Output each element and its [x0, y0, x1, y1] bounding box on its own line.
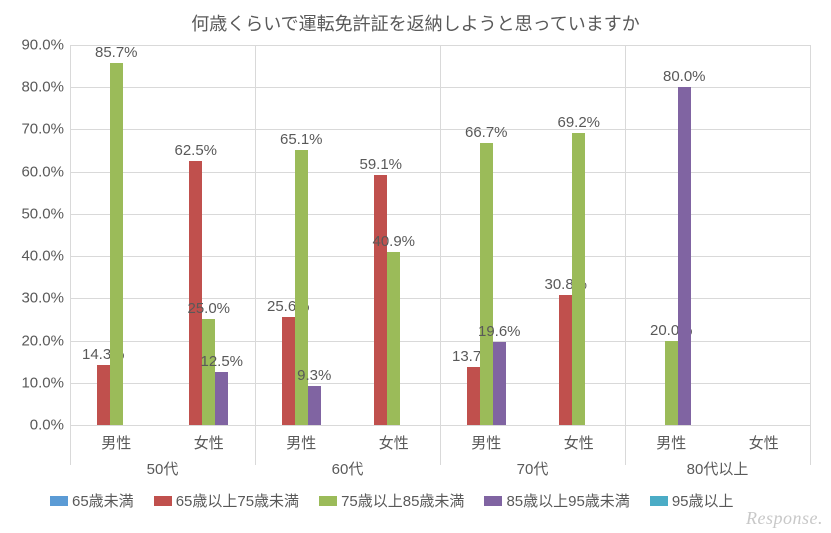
- bar-value-label: 80.0%: [663, 68, 706, 85]
- legend-swatch: [50, 496, 68, 506]
- y-tick-label: 40.0%: [21, 248, 64, 265]
- legend-item: 85歳以上95歳未満: [484, 490, 629, 511]
- category-divider: [440, 45, 441, 465]
- bar-value-label: 12.5%: [200, 353, 243, 370]
- legend-item: 75歳以上85歳未満: [319, 490, 464, 511]
- legend-swatch: [484, 496, 502, 506]
- legend-swatch: [319, 496, 337, 506]
- bar-group: [718, 45, 811, 425]
- bar-group: 20.0%80.0%: [625, 45, 718, 425]
- y-tick-label: 90.0%: [21, 37, 64, 54]
- bar-group: 59.1%40.9%: [348, 45, 441, 425]
- y-axis: 0.0%10.0%20.0%30.0%40.0%50.0%60.0%70.0%8…: [0, 45, 70, 425]
- x-sub-label: 女性: [533, 432, 626, 453]
- bar: 19.6%: [493, 342, 506, 425]
- x-major-label: 80代以上: [625, 458, 810, 479]
- bar-cluster: 13.7%66.7%19.6%: [454, 45, 519, 425]
- x-sub-label: 女性: [348, 432, 441, 453]
- x-major-label: 70代: [440, 458, 625, 479]
- x-sub-label: 男性: [255, 432, 348, 453]
- bar-value-label: 25.0%: [187, 300, 230, 317]
- legend-label: 65歳以上75歳未満: [176, 490, 299, 511]
- bar: 59.1%: [374, 175, 387, 425]
- legend-label: 95歳以上: [672, 490, 734, 511]
- bar: 85.7%: [110, 63, 123, 425]
- legend-label: 85歳以上95歳未満: [506, 490, 629, 511]
- legend-label: 65歳未満: [72, 490, 134, 511]
- bar-value-label: 65.1%: [280, 131, 323, 148]
- bar-cluster: [731, 45, 796, 425]
- category-divider: [255, 45, 256, 465]
- bar-value-label: 62.5%: [174, 142, 217, 159]
- legend-swatch: [650, 496, 668, 506]
- chart-title: 何歳くらいで運転免許証を返納しようと思っていますか: [0, 10, 831, 36]
- bar-value-label: 85.7%: [95, 44, 138, 61]
- bar: 69.2%: [572, 133, 585, 425]
- bar-group: 30.8%69.2%: [533, 45, 626, 425]
- legend-row: 65歳未満 65歳以上75歳未満 75歳以上85歳未満 85歳以上95歳未満 95歳以上: [50, 490, 800, 511]
- bar: 13.7%: [467, 367, 480, 425]
- y-tick-label: 20.0%: [21, 332, 64, 349]
- bar: 9.3%: [308, 386, 321, 425]
- x-sub-label: 男性: [70, 432, 163, 453]
- bar-value-label: 40.9%: [372, 233, 415, 250]
- bar-cluster: 62.5%25.0%12.5%: [176, 45, 241, 425]
- bar-value-label: 66.7%: [465, 124, 508, 141]
- legend-item: 65歳以上75歳未満: [154, 490, 299, 511]
- bar-group: 62.5%25.0%12.5%: [163, 45, 256, 425]
- bar-cluster: 30.8%69.2%: [546, 45, 611, 425]
- bar: 40.9%: [387, 252, 400, 425]
- legend-item: 65歳未満: [50, 490, 134, 511]
- bar-group: 13.7%66.7%19.6%: [440, 45, 533, 425]
- x-sub-label: 男性: [440, 432, 533, 453]
- bar-cluster: 20.0%80.0%: [639, 45, 704, 425]
- chart-container: 何歳くらいで運転免許証を返納しようと思っていますか 0.0% 10.0% 20.0%…: [0, 0, 831, 533]
- legend-swatch: [154, 496, 172, 506]
- y-tick-label: 60.0%: [21, 163, 64, 180]
- x-major-label: 60代: [255, 458, 440, 479]
- x-major-label: 50代: [70, 458, 255, 479]
- bar: 25.0%: [202, 319, 215, 425]
- x-sub-label: 女性: [718, 432, 811, 453]
- bar: 12.5%: [215, 372, 228, 425]
- category-divider: [810, 45, 811, 465]
- bar-value-label: 59.1%: [359, 156, 402, 173]
- bar-cluster: 59.1%40.9%: [361, 45, 426, 425]
- bar-value-label: 19.6%: [478, 323, 521, 340]
- category-divider: [70, 45, 71, 465]
- y-tick-label: 80.0%: [21, 79, 64, 96]
- bar-cluster: 14.3%85.7%: [84, 45, 149, 425]
- bar: 25.6%: [282, 317, 295, 425]
- bar: 62.5%: [189, 161, 202, 425]
- y-tick-label: 0.0%: [30, 417, 64, 434]
- x-sub-label: 女性: [163, 432, 256, 453]
- legend: 65歳未満 65歳以上75歳未満 75歳以上85歳未満 85歳以上95歳未満 95歳以上: [50, 490, 800, 511]
- bar: 14.3%: [97, 365, 110, 425]
- legend-label: 75歳以上85歳未満: [341, 490, 464, 511]
- bar: 20.0%: [665, 341, 678, 425]
- legend-item: 95歳以上: [650, 490, 734, 511]
- bar-group: 14.3%85.7%: [70, 45, 163, 425]
- y-tick-label: 30.0%: [21, 290, 64, 307]
- bar-group: 25.6%65.1%9.3%: [255, 45, 348, 425]
- bar-cluster: 25.6%65.1%9.3%: [269, 45, 334, 425]
- bar: 80.0%: [678, 87, 691, 425]
- bar-value-label: 69.2%: [557, 114, 600, 131]
- category-divider: [625, 45, 626, 465]
- y-tick-label: 10.0%: [21, 374, 64, 391]
- y-tick-label: 50.0%: [21, 205, 64, 222]
- bar: 30.8%: [559, 295, 572, 425]
- x-sub-label: 男性: [625, 432, 718, 453]
- y-tick-label: 70.0%: [21, 121, 64, 138]
- watermark: Response.: [746, 508, 823, 529]
- bar-value-label: 9.3%: [297, 367, 331, 384]
- bar: 65.1%: [295, 150, 308, 425]
- bar: 66.7%: [480, 143, 493, 425]
